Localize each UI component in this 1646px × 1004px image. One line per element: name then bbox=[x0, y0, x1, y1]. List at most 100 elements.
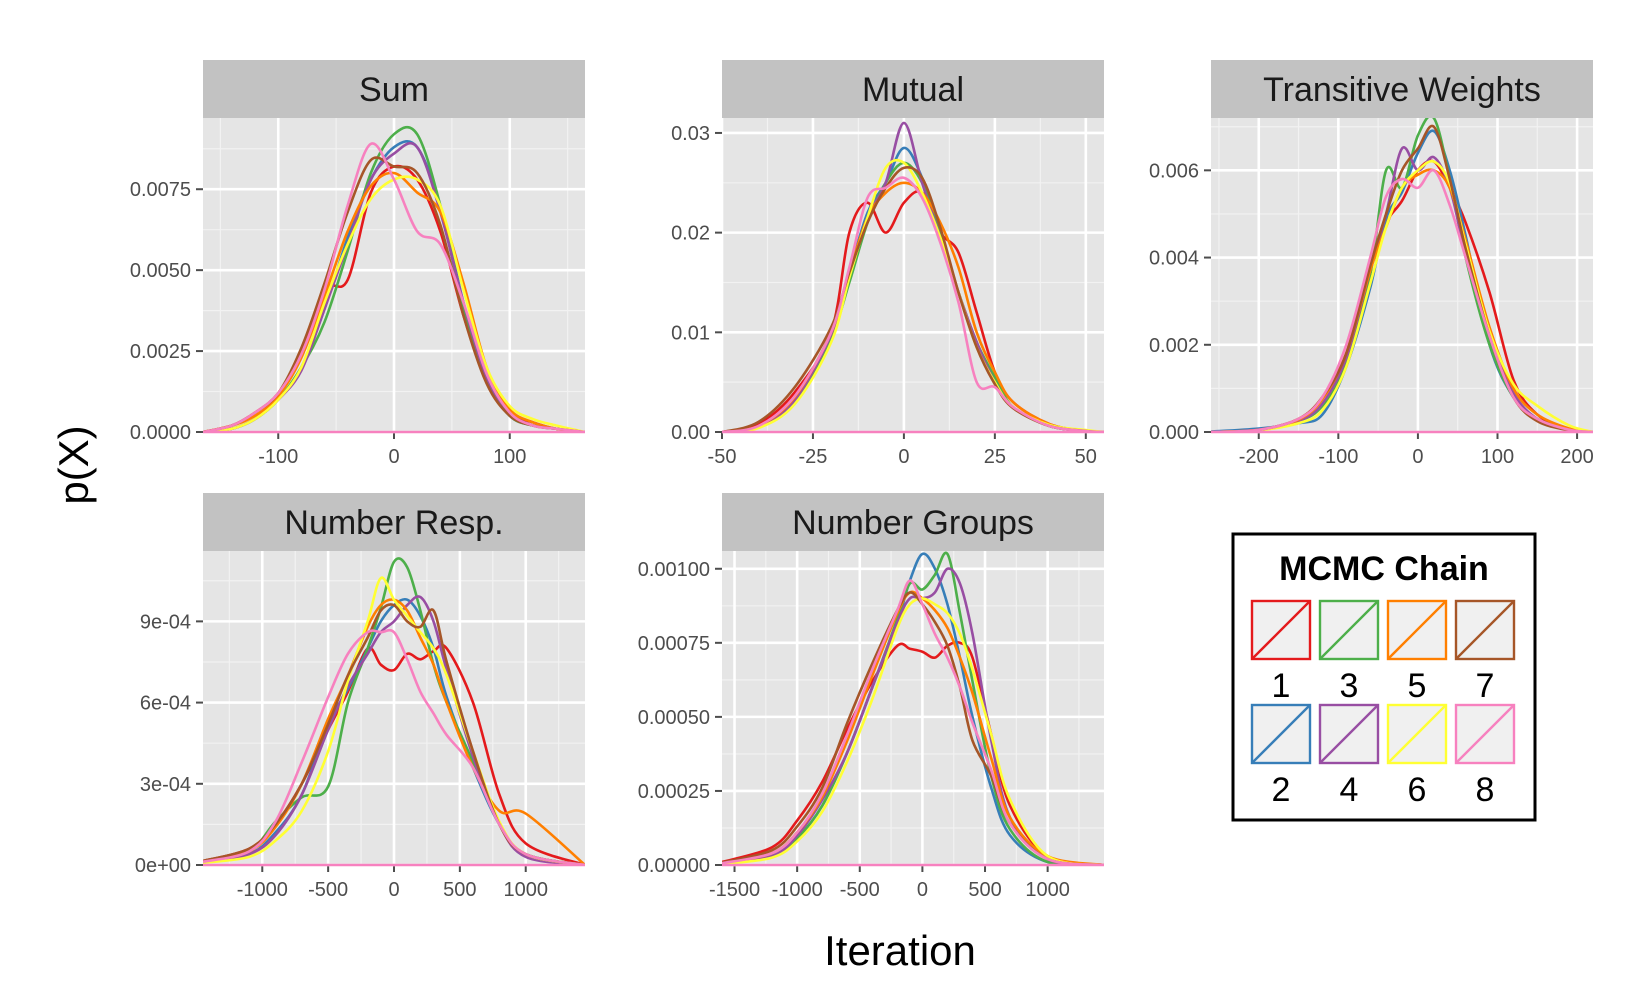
plot-background bbox=[1211, 118, 1593, 432]
y-tick-label: 0.00100 bbox=[638, 559, 710, 581]
density-curves bbox=[722, 551, 1104, 865]
density-line-chain-6 bbox=[1211, 159, 1593, 432]
legend-label: 5 bbox=[1408, 667, 1427, 705]
density-line-chain-8 bbox=[203, 628, 585, 865]
legend-label: 1 bbox=[1272, 667, 1291, 705]
facet-title: Mutual bbox=[862, 71, 964, 109]
density-line-chain-8 bbox=[1211, 168, 1593, 432]
density-line-chain-6 bbox=[203, 175, 585, 432]
y-tick-label: 0.0000 bbox=[130, 422, 191, 444]
facet-panel: Transitive Weights -200 -100 0 100 200 0.000 0.… bbox=[1149, 60, 1594, 468]
density-line-chain-3 bbox=[722, 551, 1104, 865]
x-tick-label: 25 bbox=[984, 446, 1006, 468]
y-tick-label: 3e-04 bbox=[140, 774, 191, 796]
legend-key-line bbox=[1387, 704, 1447, 764]
legend-label: 6 bbox=[1408, 771, 1427, 809]
facet-panel: Sum -100 0 100 0.0000 0.0025 0.0050 0.0075 bbox=[130, 60, 585, 468]
legend-key-chain-5: 5 bbox=[1386, 599, 1448, 705]
y-tick-label: 0.0050 bbox=[130, 260, 191, 282]
legend-key-chain-8: 8 bbox=[1454, 703, 1516, 809]
y-tick-label: 0.00000 bbox=[638, 855, 710, 877]
x-tick-label: 0 bbox=[917, 879, 928, 901]
x-tick-label: -25 bbox=[798, 446, 827, 468]
x-tick-label: 500 bbox=[968, 879, 1001, 901]
y-tick-label: 0.004 bbox=[1149, 248, 1199, 270]
legend-key-chain-2: 2 bbox=[1250, 703, 1312, 809]
y-tick-label: 0e+00 bbox=[135, 855, 191, 877]
y-tick-label: 0.00050 bbox=[638, 707, 710, 729]
legend-key-line bbox=[1319, 704, 1379, 764]
density-line-chain-5 bbox=[203, 171, 585, 432]
x-tick-label: 0 bbox=[898, 446, 909, 468]
density-line-chain-8 bbox=[722, 579, 1104, 865]
y-tick-label: 6e-04 bbox=[140, 693, 191, 715]
y-tick-label: 0.002 bbox=[1149, 335, 1199, 357]
x-tick-label: 0 bbox=[388, 879, 399, 901]
legend-key-line bbox=[1455, 704, 1515, 764]
legend-key-chain-7: 7 bbox=[1454, 599, 1516, 705]
density-line-chain-8 bbox=[722, 176, 1104, 432]
legend-label: 4 bbox=[1340, 771, 1359, 809]
facet-strip bbox=[203, 60, 585, 118]
facet-strip bbox=[722, 493, 1104, 551]
legend-key-line bbox=[1387, 600, 1447, 660]
y-axis-title: p(X) bbox=[50, 425, 97, 504]
facet-strip bbox=[203, 493, 585, 551]
legend-label: 2 bbox=[1272, 771, 1291, 809]
facet-panel: Number Groups -1500 -1000 -500 0 500 1000 0.000… bbox=[638, 493, 1104, 901]
x-tick-label: 0 bbox=[388, 446, 399, 468]
facet-title: Sum bbox=[359, 71, 429, 109]
x-tick-label: 100 bbox=[493, 446, 526, 468]
x-tick-label: -50 bbox=[708, 446, 737, 468]
y-tick-label: 0.00 bbox=[671, 422, 710, 444]
density-curves bbox=[1211, 118, 1593, 432]
x-tick-label: -1500 bbox=[709, 879, 760, 901]
y-tick-label: 0.01 bbox=[671, 322, 710, 344]
x-tick-label: -200 bbox=[1239, 446, 1279, 468]
y-tick-label: 0.00025 bbox=[638, 781, 710, 803]
density-curves bbox=[203, 557, 585, 865]
facet-title: Number Resp. bbox=[284, 504, 503, 542]
x-tick-label: 50 bbox=[1075, 446, 1097, 468]
legend: MCMC Chain 1 3 5 7 2 4 6 8 bbox=[1231, 532, 1537, 822]
density-line-chain-7 bbox=[203, 603, 585, 865]
legend-label: 3 bbox=[1340, 667, 1359, 705]
facet-title: Number Groups bbox=[792, 504, 1034, 542]
x-tick-label: 500 bbox=[443, 879, 476, 901]
facet-panel: Number Resp. -1000 -500 0 500 1000 0e+00 3e-04 6… bbox=[135, 493, 585, 901]
y-tick-label: 0.0075 bbox=[130, 179, 191, 201]
y-tick-label: 0.000 bbox=[1149, 422, 1199, 444]
legend-title: MCMC Chain bbox=[1279, 550, 1489, 588]
x-tick-label: -1000 bbox=[237, 879, 288, 901]
legend-key-line bbox=[1251, 600, 1311, 660]
facet-strip bbox=[1211, 60, 1593, 118]
legend-key-line bbox=[1455, 600, 1515, 660]
y-tick-label: 0.03 bbox=[671, 123, 710, 145]
density-curves bbox=[722, 121, 1104, 432]
x-tick-label: 1000 bbox=[1025, 879, 1070, 901]
facet-panels: Sum-100 0 1000.00000.00250.00500.0075Mutua… bbox=[130, 60, 1594, 901]
x-tick-label: -100 bbox=[1318, 446, 1358, 468]
y-tick-label: 0.02 bbox=[671, 223, 710, 245]
y-tick-label: 0.0025 bbox=[130, 341, 191, 363]
legend-key-chain-6: 6 bbox=[1386, 703, 1448, 809]
x-tick-label: 1000 bbox=[503, 879, 548, 901]
x-tick-label: 0 bbox=[1412, 446, 1423, 468]
y-tick-label: 0.00075 bbox=[638, 633, 710, 655]
x-tick-label: -100 bbox=[258, 446, 298, 468]
facet-strip bbox=[722, 60, 1104, 118]
facet-title: Transitive Weights bbox=[1263, 71, 1541, 109]
x-tick-label: 200 bbox=[1560, 446, 1593, 468]
legend-key-chain-1: 1 bbox=[1250, 599, 1312, 705]
x-tick-label: 100 bbox=[1481, 446, 1514, 468]
legend-label: 8 bbox=[1476, 771, 1495, 809]
legend-key-chain-3: 3 bbox=[1318, 599, 1380, 705]
legend-key-line bbox=[1251, 704, 1311, 764]
density-line-chain-8 bbox=[203, 142, 585, 432]
legend-key-line bbox=[1319, 600, 1379, 660]
legend-box bbox=[1231, 532, 1537, 822]
density-curves bbox=[203, 125, 585, 432]
plot-background bbox=[722, 118, 1104, 432]
x-tick-label: -1000 bbox=[772, 879, 823, 901]
